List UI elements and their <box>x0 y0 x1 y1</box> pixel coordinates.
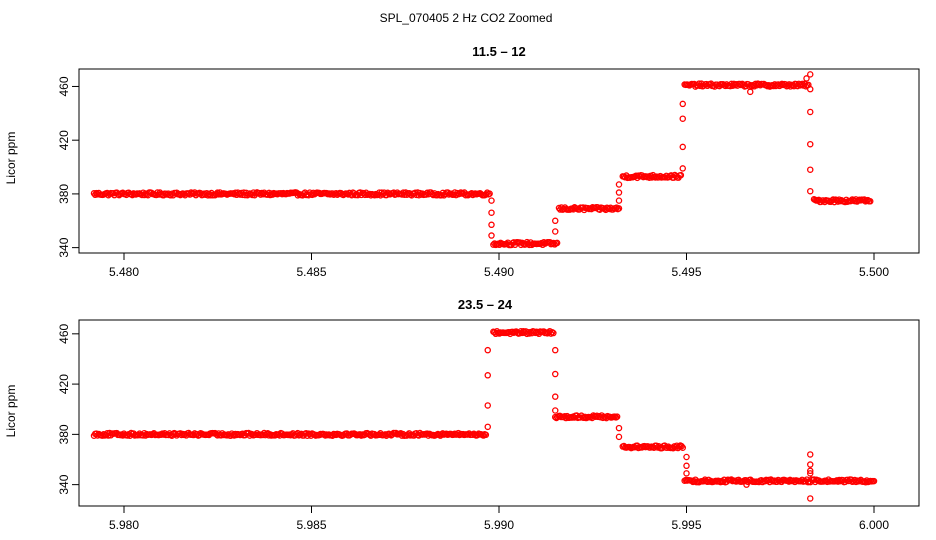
transition-point-top-4-3 <box>807 140 814 148</box>
transition-point-top-0-0 <box>488 197 495 204</box>
panel-top-axes: 5.480 5.485 5.490 5.495 5.500 340 380 420 460 <box>57 76 889 279</box>
transition-point-top-4-5 <box>807 187 814 195</box>
y-tick-label-top-0: 340 <box>57 237 71 257</box>
x-tick-label-bottom-4: 6.000 <box>859 518 889 532</box>
data-point-bottom-seg0-7 <box>99 432 106 439</box>
data-point-bottom-seg4-158 <box>870 477 878 485</box>
transition-point-bottom-4-2 <box>807 467 814 475</box>
transition-point-bottom-4-0 <box>807 451 814 458</box>
transition-point-top-4-1 <box>807 85 814 93</box>
panel-top-title: 11.5 – 12 <box>472 44 526 59</box>
y-tick-label-bottom-1: 380 <box>57 424 71 444</box>
transition-point-bottom-3-1 <box>683 462 690 470</box>
transition-point-top-2-0 <box>615 197 623 204</box>
panel-top-frame <box>78 68 920 254</box>
transition-point-top-4-4 <box>807 166 814 173</box>
data-point-bottom-seg2-52 <box>613 413 621 420</box>
transition-point-bottom-2-1 <box>615 433 623 441</box>
transition-point-bottom-0-1 <box>484 402 491 409</box>
outlier-point-bottom-1 <box>743 481 750 488</box>
transition-point-top-3-1 <box>679 143 687 151</box>
outlier-point-top-0 <box>747 88 754 96</box>
data-point-bottom-seg0-327 <box>482 431 490 439</box>
outlier-point-bottom-0 <box>807 495 814 502</box>
x-tick-label-top-2: 5.490 <box>484 265 514 279</box>
panel-top: 11.5 – 12 Licor ppm 5.480 5.485 5.490 5.495… <box>4 44 920 279</box>
x-tick-label-bottom-2: 5.990 <box>484 518 514 532</box>
data-point-top-seg2-50 <box>615 205 623 212</box>
data-point-top-seg5-47 <box>867 198 874 205</box>
y-tick-label-top-3: 460 <box>57 76 71 96</box>
transition-point-top-4-2 <box>807 108 814 116</box>
panel-bottom-ylabel: Licor ppm <box>4 385 18 438</box>
y-tick-label-top-2: 420 <box>57 130 71 150</box>
transition-point-bottom-4-3 <box>807 470 814 477</box>
data-point-top-seg4-46 <box>736 80 744 88</box>
transition-point-top-3-2 <box>679 115 687 122</box>
y-tick-label-bottom-0: 340 <box>57 474 71 494</box>
panel-bottom-frame <box>78 319 920 507</box>
panel-top-ylabel: Licor ppm <box>4 132 18 185</box>
transition-point-bottom-1-1 <box>552 370 559 378</box>
data-point-bottom-seg1-50 <box>550 329 557 337</box>
data-point-top-seg0-330 <box>486 190 493 197</box>
transition-point-bottom-4-1 <box>807 461 814 468</box>
transition-point-top-0-2 <box>488 221 495 229</box>
transition-point-top-0-3 <box>488 232 495 239</box>
transition-point-top-0-1 <box>488 209 495 216</box>
transition-point-bottom-0-0 <box>484 423 491 431</box>
panel-bottom: 23.5 – 24 Licor ppm 5.980 5.985 5.990 5.995… <box>4 297 920 532</box>
transition-point-top-4-0 <box>807 71 814 78</box>
data-point-top-seg1-53 <box>553 239 561 247</box>
transition-point-bottom-1-3 <box>552 407 559 414</box>
transition-point-top-3-3 <box>679 100 687 108</box>
x-tick-label-top-3: 5.495 <box>671 265 701 279</box>
transition-point-top-2-1 <box>615 189 623 196</box>
figure-title: SPL_070405 2 Hz CO2 Zoomed <box>380 11 553 25</box>
transition-point-bottom-1-0 <box>552 346 559 354</box>
x-tick-label-top-4: 5.500 <box>859 265 889 279</box>
transition-point-bottom-1-2 <box>552 393 559 400</box>
transition-point-top-1-0 <box>552 228 559 235</box>
outlier-point-top-1 <box>803 75 810 82</box>
data-point-top-seg1-50 <box>550 239 557 247</box>
data-point-bottom-seg3-50 <box>679 444 687 451</box>
transition-point-bottom-3-0 <box>683 453 690 461</box>
panel-bottom-axes: 5.980 5.985 5.990 5.995 6.000 340 380 420 460 <box>57 323 889 532</box>
transition-point-top-1-1 <box>552 217 559 225</box>
x-tick-label-bottom-3: 5.995 <box>671 518 701 532</box>
y-tick-label-bottom-2: 420 <box>57 374 71 394</box>
data-point-top-seg3-48 <box>677 171 685 179</box>
x-tick-label-bottom-0: 5.980 <box>109 518 139 532</box>
x-tick-label-bottom-1: 5.985 <box>296 518 326 532</box>
transition-point-bottom-0-3 <box>484 346 491 354</box>
data-point-top-seg0-234 <box>371 191 378 199</box>
panel-bottom-marks <box>90 327 878 502</box>
y-tick-label-top-1: 380 <box>57 184 71 204</box>
panel-top-marks <box>90 71 874 249</box>
x-tick-label-top-1: 5.485 <box>296 265 326 279</box>
transition-point-bottom-3-2 <box>683 470 690 477</box>
panel-bottom-title: 23.5 – 24 <box>458 297 513 312</box>
transition-point-bottom-0-2 <box>484 372 491 379</box>
transition-point-top-2-2 <box>615 181 623 188</box>
x-tick-label-top-0: 5.480 <box>109 265 139 279</box>
y-tick-label-bottom-3: 460 <box>57 323 71 343</box>
transition-point-bottom-2-0 <box>615 424 623 432</box>
transition-point-top-3-0 <box>679 165 687 172</box>
